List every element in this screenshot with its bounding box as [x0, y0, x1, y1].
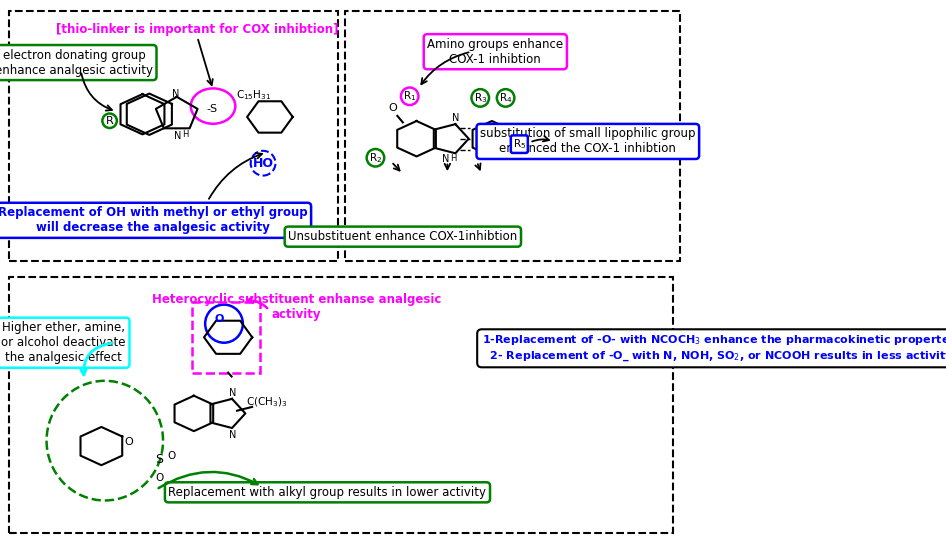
Text: O: O	[155, 473, 164, 483]
Text: Higher ether, amine,
or alcohol deactivate
the analgesic effect: Higher ether, amine, or alcohol deactiva…	[2, 321, 126, 364]
Text: O: O	[167, 451, 176, 461]
Text: N: N	[229, 388, 236, 398]
Text: Heterocyclic substituent enhanse analgesic
activity: Heterocyclic substituent enhanse analges…	[152, 293, 442, 322]
Text: N: N	[171, 89, 179, 98]
Text: R$_2$: R$_2$	[369, 151, 382, 165]
Text: R$_1$: R$_1$	[403, 89, 416, 103]
Text: Replacement of OH with methyl or ethyl group
will decrease the analgesic activit: Replacement of OH with methyl or ethyl g…	[0, 206, 307, 234]
Text: Unsubstituent enhance COX-1inhibtion: Unsubstituent enhance COX-1inhibtion	[289, 230, 517, 243]
Text: S: S	[155, 453, 164, 466]
Text: -S: -S	[206, 104, 218, 114]
Text: N: N	[452, 113, 459, 123]
Text: electron donating group
enhance analgesic activity: electron donating group enhance analgesi…	[0, 48, 153, 77]
Text: C$_{15}$H$_{31}$: C$_{15}$H$_{31}$	[236, 88, 272, 102]
Text: R$_4$: R$_4$	[499, 91, 513, 105]
Text: R$_5$: R$_5$	[513, 137, 526, 151]
Text: Replacement with alkyl group results in lower activity: Replacement with alkyl group results in …	[168, 486, 486, 499]
Text: H: H	[449, 154, 456, 163]
Text: N: N	[229, 430, 236, 440]
Text: R: R	[106, 116, 114, 126]
Text: H: H	[183, 130, 189, 139]
Text: substitution of small lipophilic group
enhanced the COX-1 inhibtion: substitution of small lipophilic group e…	[480, 127, 695, 156]
Text: O: O	[388, 103, 397, 113]
Text: HO: HO	[253, 157, 273, 170]
Text: N: N	[442, 154, 449, 164]
Text: O: O	[124, 437, 133, 447]
Text: [thio-linker is important for COX inhibtion]: [thio-linker is important for COX inhibt…	[56, 23, 339, 36]
Text: N: N	[174, 131, 182, 141]
Text: C(CH$_3$)$_3$: C(CH$_3$)$_3$	[246, 396, 288, 410]
Text: R$_3$: R$_3$	[474, 91, 487, 105]
Text: Amino groups enhance
COX-1 inhibtion: Amino groups enhance COX-1 inhibtion	[428, 38, 564, 66]
Text: O: O	[215, 314, 224, 324]
Text: 1-Replacement of -O- with NCOCH$_3$ enhance the pharmacokinetic properteis
  2- : 1-Replacement of -O- with NCOCH$_3$ enha…	[482, 333, 946, 363]
